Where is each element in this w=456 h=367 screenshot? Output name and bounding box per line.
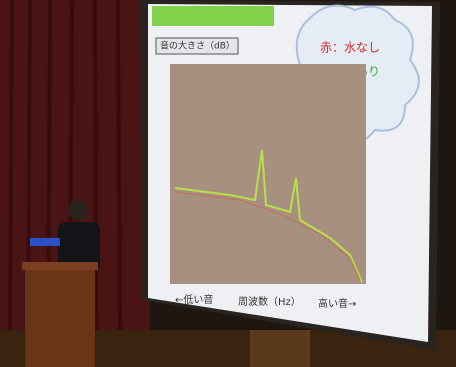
- podium: [25, 265, 95, 367]
- x-label-high: 高い音→: [318, 297, 356, 310]
- x-label-low: ←低い音: [175, 293, 213, 306]
- y-axis-label: 音の大きさ（dB）: [160, 40, 235, 52]
- red-curve: [174, 191, 361, 281]
- x-axis-label: 周波数（Hz）: [238, 295, 301, 308]
- podium-top: [22, 262, 98, 270]
- presenter-head: [68, 200, 88, 220]
- y-label-box: [155, 37, 239, 55]
- plot-area: [170, 64, 366, 284]
- title-tag: [152, 6, 274, 26]
- legend-red: 赤：水なし: [320, 41, 380, 55]
- green-curve: [174, 149, 363, 283]
- stage-table: [250, 330, 310, 367]
- presenter-body: [58, 222, 100, 272]
- presenter-arm: [30, 238, 60, 246]
